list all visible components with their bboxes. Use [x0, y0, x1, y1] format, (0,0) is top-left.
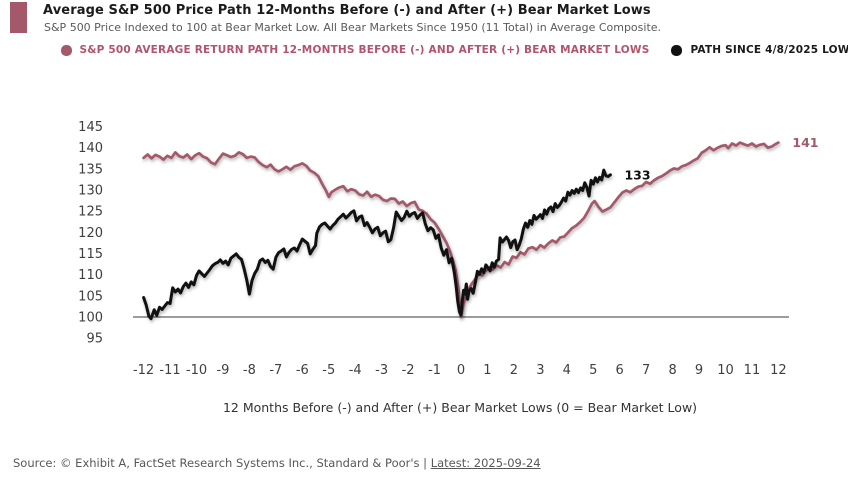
source-text: Source: © Exhibit A, FactSet Research Sy…	[13, 456, 431, 470]
legend-marker-average-icon	[60, 44, 72, 56]
x-tick-label: 0	[457, 363, 465, 378]
path-2025-line	[142, 168, 612, 321]
legend-marker-2025-icon	[671, 44, 683, 56]
x-tick-label: 12	[770, 363, 787, 378]
y-tick-label: 115	[78, 247, 103, 262]
average-path-end-label: 141	[792, 135, 818, 150]
legend-item-2025-path[interactable]: PATH SINCE 4/8/2025 LOW	[671, 44, 848, 56]
x-tick-label: -6	[296, 363, 309, 378]
path-2025-end-label: 133	[624, 167, 650, 182]
average-path-line	[142, 141, 780, 319]
x-axis-title: 12 Months Before (-) and After (+) Bear …	[222, 400, 698, 415]
chart-subtitle: S&P 500 Price Indexed to 100 at Bear Mar…	[44, 21, 662, 34]
y-tick-label: 100	[78, 311, 103, 326]
x-tick-label: -1	[428, 363, 441, 378]
legend: S&P 500 AVERAGE RETURN PATH 12-MONTHS BE…	[60, 41, 848, 59]
x-tick-label: -12	[133, 363, 154, 378]
x-tick-label: -3	[375, 363, 388, 378]
x-tick-label: 4	[563, 363, 571, 378]
chart-title: Average S&P 500 Price Path 12-Months Bef…	[43, 3, 651, 18]
source-note: Source: © Exhibit A, FactSet Research Sy…	[13, 456, 541, 470]
x-tick-label: 8	[668, 363, 676, 378]
y-tick-label: 95	[86, 332, 103, 347]
y-tick-label: 145	[78, 120, 103, 135]
y-tick-label: 140	[78, 141, 103, 156]
x-tick-label: 11	[744, 363, 761, 378]
x-tick-label: 7	[642, 363, 650, 378]
x-tick-label: 10	[717, 363, 734, 378]
x-tick-label: -2	[402, 363, 415, 378]
y-tick-label: 130	[78, 184, 103, 199]
y-tick-label: 135	[78, 162, 103, 177]
x-tick-label: -5	[322, 363, 335, 378]
x-tick-label: 3	[536, 363, 544, 378]
x-tick-label: -4	[349, 363, 362, 378]
title-accent-bar	[10, 2, 27, 33]
x-tick-label: 1	[483, 363, 491, 378]
legend-label-2025: PATH SINCE 4/8/2025 LOW	[690, 44, 848, 56]
legend-item-average-path[interactable]: S&P 500 AVERAGE RETURN PATH 12-MONTHS BE…	[60, 44, 650, 56]
y-tick-label: 120	[78, 226, 103, 241]
x-tick-label: 6	[616, 363, 624, 378]
x-tick-label: 5	[589, 363, 597, 378]
y-tick-label: 110	[78, 268, 103, 283]
x-tick-label: -9	[216, 363, 229, 378]
x-tick-label: -10	[186, 363, 207, 378]
latest-date-link[interactable]: Latest: 2025-09-24	[430, 456, 541, 470]
legend-label-average: S&P 500 AVERAGE RETURN PATH 12-MONTHS BE…	[79, 44, 650, 56]
x-tick-label: -7	[269, 363, 282, 378]
x-tick-label: -11	[159, 363, 180, 378]
y-tick-label: 105	[78, 289, 103, 304]
x-tick-label: -8	[243, 363, 256, 378]
y-tick-label: 125	[78, 205, 103, 220]
x-tick-label: 2	[510, 363, 518, 378]
x-tick-label: 9	[695, 363, 703, 378]
